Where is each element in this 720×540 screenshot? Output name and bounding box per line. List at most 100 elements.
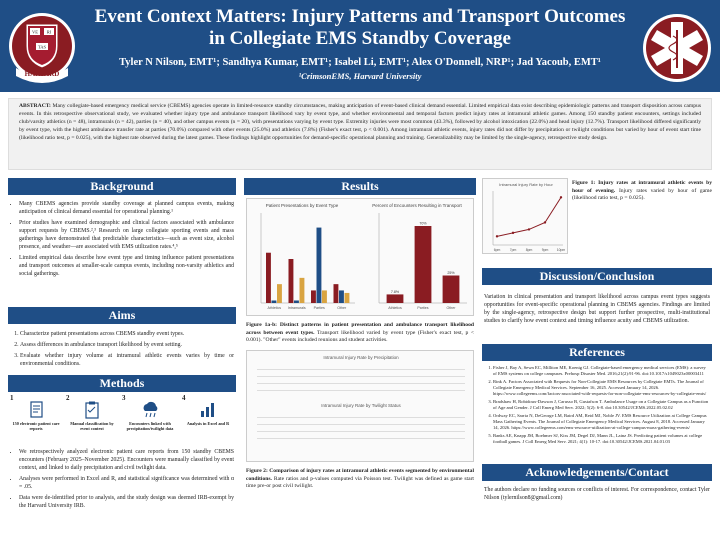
data-label: 25%	[447, 271, 455, 275]
x-tick-label: 8pm	[526, 248, 533, 252]
x-tick-label: 10pm	[557, 248, 566, 252]
bar-transport-parties	[414, 226, 432, 303]
references-heading: References	[482, 344, 712, 361]
fig2-title-a: Intramural Injury Rate by Precipitation	[323, 355, 399, 360]
abstract-box: ABSTRACT: Many collegiate-based emergenc…	[8, 98, 712, 170]
bar-head-other	[344, 292, 350, 303]
shield-text-ve: VE	[32, 30, 38, 35]
data-point	[527, 228, 531, 231]
figure-1-caption: Figure 1: Injury rates at intramural ath…	[572, 180, 713, 201]
methods-step-label: 150 electronic patient care reports	[12, 421, 60, 431]
background-bullet: Limited empirical data describe how even…	[19, 254, 234, 278]
x-tick-label: Parties	[314, 306, 325, 310]
x-tick-label: Parties	[417, 306, 428, 310]
fig1a-title-right: Percent of Encounters Resulting in Trans…	[372, 203, 462, 208]
acknowledgements-text: The authors declare no funding sources o…	[484, 487, 710, 501]
figure-1ab-caption: Figure 1a-b: Distinct patterns in patien…	[246, 322, 474, 343]
fig1a-title-left: Patient Presentations by Event Type	[266, 203, 339, 208]
aims-item: Characterize patient presentations acros…	[20, 330, 234, 338]
methods-step-label: Manual classification by event context	[70, 421, 114, 431]
bar-chart-icon	[201, 403, 214, 417]
data-label: 7.8%	[391, 290, 400, 294]
figure-1-hour: Intramural Injury Rate by Hour 6pm 7pm 8pm…	[482, 178, 568, 254]
discussion-text: Variation in clinical presentation and t…	[484, 294, 710, 324]
x-tick-label: Other	[447, 306, 457, 310]
clipboard-icon	[85, 401, 99, 419]
methods-step-2: 2 Manual classification by event context	[66, 395, 118, 444]
methods-step-4: 4 Analysis in Excel and R	[182, 395, 234, 444]
methods-step-label: Analysis in Excel and R	[186, 421, 230, 426]
bar-extremity-other	[333, 284, 339, 303]
bar-extremity-athletics	[266, 252, 271, 303]
figure-2-caption: Figure 2: Comparison of injury rates at …	[246, 468, 474, 489]
data-point	[495, 235, 499, 238]
reference-item: Fisher J, Bay A, Sewn EC, Milliton ME, K…	[493, 365, 710, 377]
figure-2-tables: Intramural Injury Rate by Precipitation …	[246, 350, 474, 462]
reference-item: Rink A. Factors Associated with Requests…	[493, 379, 710, 397]
figure-1ab: Patient Presentations by Event Type Perc…	[246, 198, 474, 316]
methods-bullet: Data were de-identified prior to analysi…	[19, 494, 234, 510]
presentations-bars: Athletics Intramurals Parties Other	[266, 227, 350, 310]
x-tick-label: 9pm	[542, 248, 549, 252]
methods-step-1: 1 150 electronic patient care reports	[10, 395, 62, 444]
references-list: Fisher J, Bay A, Sewn EC, Milliton ME, K…	[484, 365, 710, 447]
fig2-title-b: Intramural Injury Rate by Twilight Statu…	[321, 403, 401, 408]
bar-transport-other	[442, 275, 460, 303]
discussion-heading: Discussion/Conclusion	[482, 268, 712, 285]
results-heading: Results	[244, 178, 476, 195]
methods-flow: 1 150 electronic patient care reports 2 …	[10, 395, 234, 446]
background-list: Many CBEMS agencies provide standby cove…	[10, 200, 234, 281]
rain-cloud-icon	[143, 401, 158, 418]
abstract-text: Many collegiate-based emergency medical …	[19, 103, 701, 141]
x-tick-label: Intramurals	[288, 306, 306, 310]
bar-intoxication-intramurals	[294, 300, 299, 303]
bar-intoxication-athletics	[271, 300, 277, 303]
methods-list: We retrospectively analyzed electronic p…	[10, 448, 234, 513]
methods-step-3: 3 Encounters linked with precipitation/t…	[122, 395, 178, 444]
shield-text-ri: RI	[47, 30, 52, 35]
x-tick-label: 6pm	[494, 248, 501, 252]
poster-title: Event Context Matters: Injury Patterns a…	[94, 6, 626, 49]
document-icon	[30, 401, 43, 418]
transport-bars: 7.8% Athletics 70% Parties 25% Other	[386, 222, 460, 310]
data-point	[559, 196, 563, 199]
poster-authors: Tyler N Nilson, EMT¹; Sandhya Kumar, EMT…	[119, 57, 601, 68]
aims-heading: Aims	[8, 307, 236, 324]
aims-item: Assess differences in ambulance transpor…	[20, 341, 234, 349]
background-heading: Background	[8, 178, 236, 195]
background-bullet: Many CBEMS agencies provide standby cove…	[19, 200, 234, 216]
precip-table	[257, 363, 465, 391]
harvard-shield-logo: VE RI TAS HARVARD	[9, 13, 75, 83]
x-tick-label: Athletics	[267, 306, 281, 310]
bar-extremity-intramurals	[288, 259, 294, 303]
reference-item: Bradshaw H, Robidoux-Dawson J, Carusso B…	[493, 399, 710, 411]
bar-intoxication-other	[339, 290, 344, 303]
data-point	[543, 221, 547, 224]
twilight-table	[257, 411, 465, 439]
bar-head-athletics	[277, 284, 282, 303]
reference-item: Banks AE, Knapp JM, Boehmer SJ, Kiss JM,…	[493, 433, 710, 445]
poster-affiliation: ¹CrimsonEMS, Harvard University	[298, 71, 422, 81]
aims-list: Characterize patient presentations acros…	[10, 330, 234, 371]
x-tick-label: 7pm	[510, 248, 517, 252]
bar-intoxication-parties	[316, 227, 322, 303]
crimson-ems-logo	[643, 14, 711, 82]
x-tick-label: Other	[337, 306, 347, 310]
x-tick-label: Athletics	[388, 306, 402, 310]
shield-text-tas: TAS	[38, 45, 47, 50]
methods-bullet: Analyses were performed in Excel and R, …	[19, 475, 234, 491]
methods-bullet: We retrospectively analyzed electronic p…	[19, 448, 234, 472]
bar-head-parties	[322, 290, 327, 303]
background-bullet: Prior studies have examined demographic …	[19, 219, 234, 251]
data-label: 70%	[419, 222, 427, 226]
methods-step-label: Encounters linked with precipitation/twi…	[126, 421, 174, 431]
poster-header: VE RI TAS HARVARD Event Context Matters:…	[0, 0, 720, 92]
abstract-label: ABSTRACT:	[19, 103, 51, 109]
aims-item: Evaluate whether injury volume at intram…	[20, 352, 234, 368]
reference-item: Ordway EC, Sarria N, DeGeorge LM, Baird …	[493, 413, 710, 431]
bar-extremity-parties	[311, 290, 316, 303]
fig1-chart-title: Intramural Injury Rate by Hour	[499, 182, 553, 187]
hour-line-chart: 6pm 7pm 8pm 9pm 10pm	[494, 196, 566, 252]
methods-heading: Methods	[8, 375, 236, 392]
bar-transport-athletics	[386, 294, 404, 303]
